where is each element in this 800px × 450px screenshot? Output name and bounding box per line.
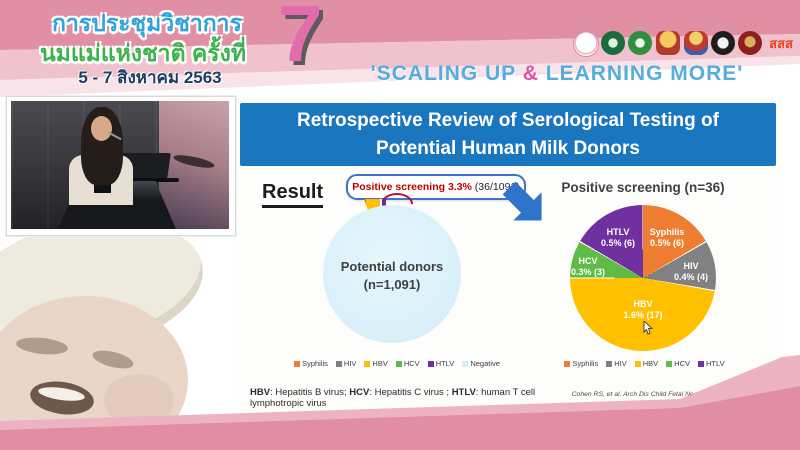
footnote-abbr: HCV — [349, 387, 370, 398]
health-department-logo-icon — [601, 31, 625, 55]
mouse-cursor-icon — [643, 320, 654, 335]
slice-value: 0.5% (6) — [649, 238, 684, 249]
slide-title-line1: Retrospective Review of Serological Test… — [297, 109, 719, 131]
left-pie-legend: Syphilis HIV HBV HCV HTLV Negative — [272, 359, 522, 368]
legend-swatch-htlv — [698, 360, 704, 367]
association-emblem-logo-icon — [738, 31, 762, 55]
legend-label: HIV — [614, 359, 627, 368]
thaihealth-logo: สสส — [769, 36, 793, 51]
legend-swatch-hbv — [364, 360, 371, 367]
legend-label: Negative — [470, 359, 500, 368]
legend-swatch-htlv — [427, 360, 434, 367]
slice-value: 1.6% (17) — [623, 310, 663, 321]
legend-item: HBV — [364, 359, 388, 368]
legend-label: HCV — [403, 359, 420, 368]
legend-item: HIV — [335, 359, 357, 368]
laptop-base — [105, 178, 179, 182]
legend-swatch-syphilis — [294, 360, 301, 367]
legend-swatch-hiv — [606, 360, 613, 367]
legend-label: HIV — [343, 359, 357, 368]
university-emblem-logo-icon — [656, 31, 680, 55]
legend-swatch-hcv — [666, 360, 673, 367]
slide-title-banner: Retrospective Review of Serological Test… — [240, 103, 776, 166]
tagline-text: 'SCALING UP — [370, 62, 523, 85]
legend-label: HBV — [372, 359, 388, 368]
result-heading: Result — [262, 181, 324, 208]
breastfeeding-foundation-logo-icon — [573, 31, 599, 57]
callout-highlight: Positive screening 3.3% — [352, 181, 472, 193]
medical-society-logo-icon — [711, 31, 735, 55]
presentation-slide: Retrospective Review of Serological Test… — [232, 95, 782, 420]
presenter-face — [91, 116, 112, 141]
legend-label: Syphilis — [572, 359, 599, 368]
legend-swatch-hbv — [634, 360, 641, 367]
conference-title-thai: การประชุมวิชาการ — [52, 10, 242, 36]
legend-item: HIV — [606, 359, 627, 368]
slice-label-hbv: HBV 1.6% (17) — [614, 299, 672, 322]
legend-label: HCV — [674, 359, 690, 368]
legend-item: HCV — [666, 359, 690, 368]
right-pie-title: Positive screening (n=36) — [561, 180, 725, 195]
positive-screening-callout: Positive screening 3.3% (36/1091) — [346, 174, 526, 200]
slice-name: HIV — [683, 261, 699, 271]
slice-label-htlv: HTLV 0.5% (6) — [590, 227, 646, 250]
right-pie-legend: Syphilis HIV HBV HCV HTLV — [557, 359, 732, 368]
slice-value: 0.5% (6) — [600, 238, 635, 249]
legend-swatch-negative — [462, 360, 469, 367]
potential-donors-pie-chart: Potential donors (n=1,091) — [323, 205, 461, 343]
abbreviation-footnote: HBV: Hepatitis B virus; HCV: Hepatitis C… — [250, 387, 580, 409]
conference-subtitle-thai: นมแม่แห่งชาติ ครั้งที่ — [39, 40, 247, 66]
conference-dates-thai: 5 - 7 สิงหาคม 2563 — [78, 68, 222, 87]
legend-label: HBV — [642, 359, 659, 368]
tagline-ampersand: & — [522, 62, 539, 85]
conference-edition-number: 7 — [278, 0, 323, 78]
conference-tagline: 'SCALING UP & LEARNING MORE' — [316, 62, 798, 86]
legend-item: HBV — [634, 359, 659, 368]
slice-label-hcv: HCV 0.3% (3) — [562, 256, 614, 279]
legend-swatch-syphilis — [564, 360, 571, 367]
legend-swatch-hcv — [395, 360, 402, 367]
footnote-text: : human T cell lymphotropic virus — [250, 387, 536, 409]
stage-backdrop-baby-image — [159, 101, 229, 229]
legend-item: HTLV — [427, 359, 455, 368]
slice-name: Syphilis — [649, 227, 685, 237]
legend-item: Syphilis — [564, 359, 598, 368]
left-pie-label-line1: Potential donors — [340, 259, 444, 275]
presenter-video-feed — [6, 96, 236, 236]
stage-scene — [11, 101, 229, 229]
legend-item: HCV — [395, 359, 420, 368]
slice-value: 0.4% (4) — [673, 272, 708, 283]
left-pie-label-line2: (n=1,091) — [363, 277, 421, 292]
footnote-abbr: HTLV — [451, 387, 476, 398]
public-health-logo-icon — [628, 31, 652, 55]
legend-item: HTLV — [698, 359, 725, 368]
royal-college-emblem-logo-icon — [684, 31, 708, 55]
legend-swatch-hiv — [335, 360, 342, 367]
legend-label: Syphilis — [302, 359, 328, 368]
slide-title-line2: Potential Human Milk Donors — [376, 137, 640, 159]
slice-value: 0.3% (3) — [570, 267, 605, 278]
slice-label-hiv: HIV 0.4% (4) — [662, 261, 720, 284]
footnote-text: : Hepatitis B virus; — [270, 387, 350, 398]
tagline-text: LEARNING MORE' — [538, 62, 744, 85]
positive-screening-pie-chart: Syphilis 0.5% (6) HIV 0.4% (4) HBV 1.6% (17… — [570, 205, 716, 351]
legend-item: Negative — [462, 359, 500, 368]
arrow-icon — [500, 179, 554, 237]
legend-item: Syphilis — [294, 359, 328, 368]
slice-name: HBV — [633, 299, 653, 309]
footnote-abbr: HBV — [250, 387, 271, 398]
footnote-text: : Hepatitis C virus ; — [369, 387, 452, 398]
backdrop-baby-eye — [172, 152, 216, 171]
slice-name: HCV — [578, 256, 598, 266]
slice-label-syphilis: Syphilis 0.5% (6) — [636, 227, 698, 250]
legend-label: HTLV — [435, 359, 455, 368]
legend-label: HTLV — [706, 359, 725, 368]
slice-name: HTLV — [606, 227, 630, 237]
